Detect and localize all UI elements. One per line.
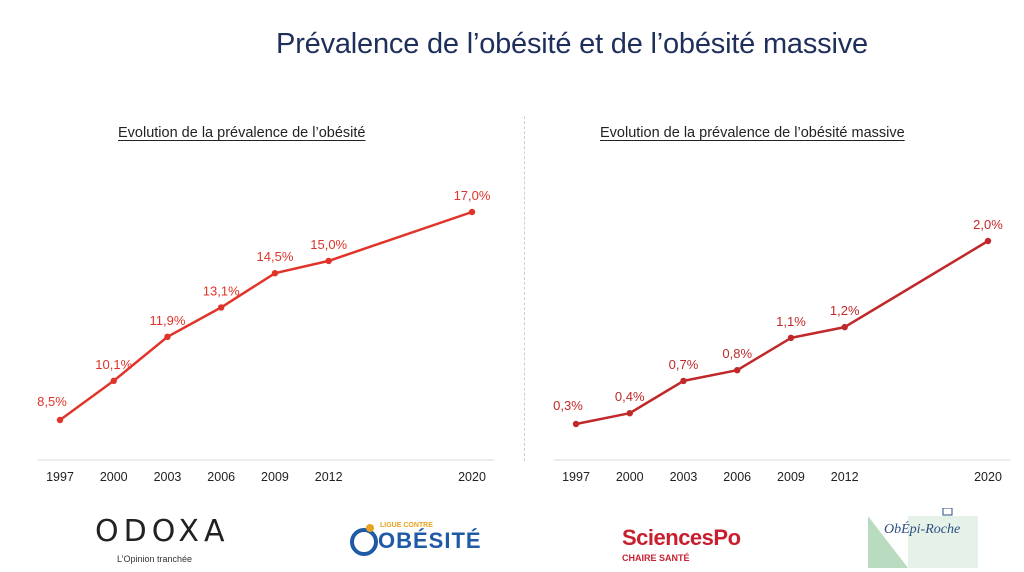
data-label-obesity: 17,0% [454,188,491,203]
data-label-massive-obesity: 0,7% [669,357,699,372]
obepi-logo-shape-icon [868,508,978,568]
odoxa-logo-tagline: L’Opinion tranchée [117,554,193,564]
data-point-obesity [56,416,64,424]
x-tick-label-obesity: 2000 [100,470,128,484]
ligue-logo-wordmark: OBÉSITÉ [378,528,482,553]
data-point-massive-obesity [787,334,795,342]
data-label-obesity: 14,5% [257,249,294,264]
chart-title-obesity: Evolution de la prévalence de l’obésité [118,125,366,141]
data-point-obesity [164,333,171,340]
x-tick-label-massive-obesity: 2003 [670,470,698,484]
x-tick-label-massive-obesity: 2020 [974,470,1002,484]
data-point-obesity [468,208,476,216]
data-label-massive-obesity: 0,3% [553,398,583,413]
data-label-obesity: 10,1% [95,357,132,372]
chart-title-massive-obesity: Evolution de la prévalence de l’obésité … [600,125,905,141]
data-point-massive-obesity [572,420,580,428]
odoxa-logo: ODOXA L’Opinion tranchée [95,514,255,570]
data-point-massive-obesity [841,323,848,331]
ligue-logo-top-text: LIGUE CONTRE [380,522,433,529]
sciencespo-logo-wordmark: SciencesPo [622,525,741,550]
data-label-obesity: 8,5% [37,394,67,409]
data-point-obesity [218,304,225,311]
data-point-massive-obesity [984,237,992,245]
data-point-massive-obesity [680,377,687,385]
data-label-massive-obesity: 0,8% [722,346,752,361]
sciencespo-logo: SciencesPo CHAIRE SANTÉ [622,525,752,565]
data-label-obesity: 15,0% [310,237,347,252]
x-tick-label-obesity: 2012 [315,470,343,484]
data-label-obesity: 11,9% [150,313,186,328]
x-tick-label-obesity: 1997 [46,470,74,484]
x-tick-label-massive-obesity: 2012 [831,470,859,484]
x-tick-label-massive-obesity: 1997 [562,470,590,484]
sciencespo-logo-subtitle: CHAIRE SANTÉ [622,553,690,563]
data-label-massive-obesity: 0,4% [615,389,645,404]
data-label-massive-obesity: 1,1% [776,314,806,329]
x-tick-label-obesity: 2006 [207,470,235,484]
x-tick-label-obesity: 2003 [154,470,182,484]
x-tick-label-massive-obesity: 2000 [616,470,644,484]
obepi-logo-wordmark: ObÉpi-Roche [884,522,961,537]
chart-divider [524,116,525,461]
x-tick-label-obesity: 2009 [261,470,289,484]
data-point-obesity [110,377,117,385]
ligue-logo-emblem-icon [350,524,378,556]
x-tick-label-massive-obesity: 2006 [723,470,751,484]
data-label-obesity: 13,1% [203,283,240,298]
x-tick-label-obesity: 2020 [458,470,486,484]
obepi-roche-logo: ObÉpi-Roche [868,508,988,568]
data-label-massive-obesity: 2,0% [973,217,1003,232]
data-point-massive-obesity [626,410,633,417]
data-point-massive-obesity [734,366,741,374]
x-tick-label-massive-obesity: 2009 [777,470,805,484]
data-point-obesity [271,269,279,277]
page-title: Prévalence de l’obésité et de l’obésité … [276,28,868,60]
ligue-obesite-logo: LIGUE CONTRE OBÉSITÉ [350,522,481,562]
data-point-obesity [325,257,332,265]
data-label-massive-obesity: 1,2% [830,303,860,318]
odoxa-logo-wordmark: ODOXA [95,514,230,549]
series-line-obesity [59,210,473,422]
